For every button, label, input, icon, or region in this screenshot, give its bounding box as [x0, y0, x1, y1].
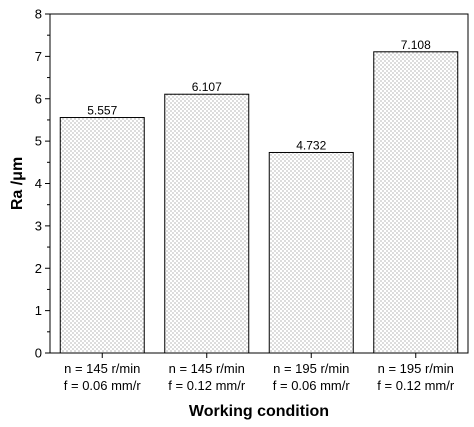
- x-tick-label-line: f = 0.06 mm/r: [273, 378, 351, 393]
- y-tick-label: 0: [35, 346, 42, 361]
- x-tick-label-line: n = 145 r/min: [64, 361, 140, 376]
- bar: [373, 51, 459, 354]
- y-tick-label: 4: [35, 176, 42, 191]
- data-label: 4.732: [296, 138, 326, 152]
- data-label: 7.108: [401, 38, 431, 52]
- x-tick-label: n = 145 r/min f = 0.12 mm/r: [168, 361, 246, 393]
- bars-layer: [59, 51, 459, 354]
- x-tick-label: n = 195 r/min f = 0.12 mm/r: [377, 361, 455, 393]
- bar: [59, 117, 145, 354]
- x-tick-label-line: f = 0.12 mm/r: [168, 378, 246, 393]
- y-tick-label: 7: [35, 49, 42, 64]
- x-tick-label-line: f = 0.06 mm/r: [64, 378, 142, 393]
- y-tick-label: 2: [35, 261, 42, 276]
- x-axis-title: Working condition: [189, 403, 329, 420]
- x-tick-label: n = 195 r/min f = 0.06 mm/r: [273, 361, 351, 393]
- data-label: 6.107: [192, 80, 222, 94]
- data-labels-layer: 5.557 6.107 4.732 7.108: [87, 38, 431, 153]
- x-tick-label: n = 145 r/min f = 0.06 mm/r: [64, 361, 142, 393]
- bar: [268, 151, 354, 354]
- y-tick-label: 5: [35, 134, 42, 149]
- y-axis: 0 1 2 3 4 5 6 7 8: [35, 7, 50, 361]
- x-tick-label-line: n = 145 r/min: [169, 361, 245, 376]
- data-label: 5.557: [87, 104, 117, 118]
- y-axis-title: Ra /μm: [9, 157, 26, 210]
- x-axis: n = 145 r/min f = 0.06 mm/r n = 145 r/min f…: [64, 353, 455, 393]
- y-tick-label: 8: [35, 7, 42, 22]
- y-tick-label: 6: [35, 91, 42, 106]
- x-tick-label-line: f = 0.12 mm/r: [377, 378, 455, 393]
- y-tick-label: 3: [35, 218, 42, 233]
- y-tick-label: 1: [35, 303, 42, 318]
- x-tick-label-line: n = 195 r/min: [273, 361, 349, 376]
- bar: [164, 93, 250, 354]
- x-tick-label-line: n = 195 r/min: [378, 361, 454, 376]
